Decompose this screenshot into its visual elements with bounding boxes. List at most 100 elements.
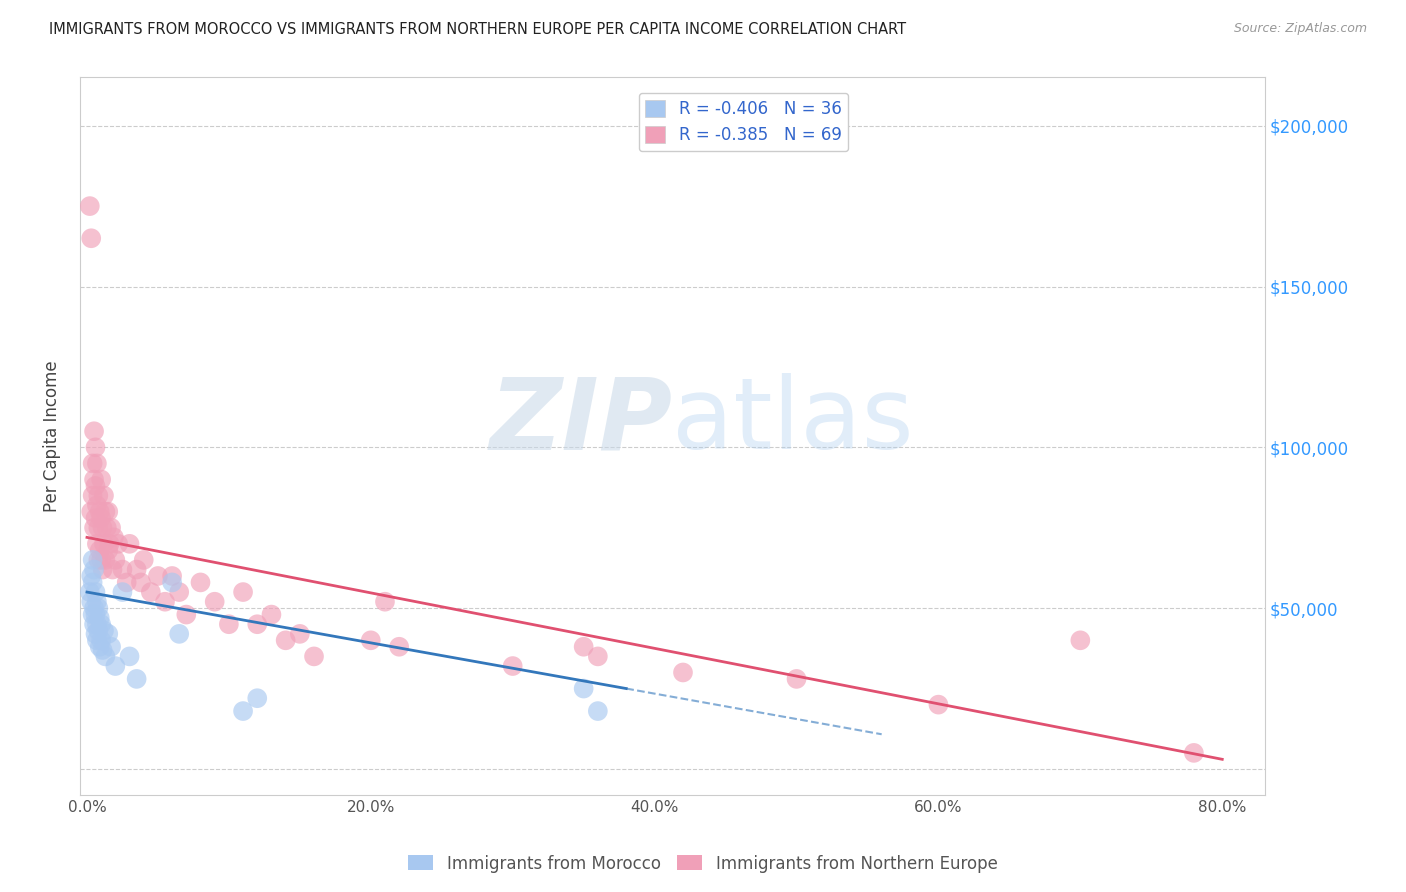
Point <box>176 607 198 622</box>
Point <box>125 672 148 686</box>
Point <box>111 563 134 577</box>
Text: ZIP: ZIP <box>489 373 672 470</box>
Point <box>82 607 104 622</box>
Point <box>87 553 110 567</box>
Point <box>218 617 240 632</box>
Point <box>83 424 105 438</box>
Point <box>80 569 103 583</box>
Point <box>118 537 141 551</box>
Text: IMMIGRANTS FROM MOROCCO VS IMMIGRANTS FROM NORTHERN EUROPE PER CAPITA INCOME COR: IMMIGRANTS FROM MOROCCO VS IMMIGRANTS FR… <box>49 22 907 37</box>
Point <box>84 627 107 641</box>
Point <box>103 530 125 544</box>
Point <box>132 553 155 567</box>
Point <box>360 633 382 648</box>
Point <box>93 624 115 638</box>
Point <box>83 473 105 487</box>
Legend: R = -0.406   N = 36, R = -0.385   N = 69: R = -0.406 N = 36, R = -0.385 N = 69 <box>638 93 848 151</box>
Text: atlas: atlas <box>672 373 914 470</box>
Point <box>86 633 108 648</box>
Point <box>107 537 129 551</box>
Y-axis label: Per Capita Income: Per Capita Income <box>44 360 60 512</box>
Point <box>232 704 254 718</box>
Point <box>97 543 120 558</box>
Point <box>927 698 949 712</box>
Point <box>101 563 124 577</box>
Text: Source: ZipAtlas.com: Source: ZipAtlas.com <box>1233 22 1367 36</box>
Point <box>82 489 104 503</box>
Point <box>80 231 103 245</box>
Point <box>79 199 101 213</box>
Point <box>274 633 297 648</box>
Point <box>167 627 190 641</box>
Point <box>94 553 117 567</box>
Point <box>89 543 111 558</box>
Point <box>232 585 254 599</box>
Point <box>86 537 108 551</box>
Point <box>93 489 115 503</box>
Point <box>91 643 114 657</box>
Point <box>91 521 114 535</box>
Point <box>80 595 103 609</box>
Point <box>129 575 152 590</box>
Legend: Immigrants from Morocco, Immigrants from Northern Europe: Immigrants from Morocco, Immigrants from… <box>402 848 1004 880</box>
Point <box>89 640 111 654</box>
Point <box>93 537 115 551</box>
Point <box>84 607 107 622</box>
Point <box>139 585 162 599</box>
Point <box>87 624 110 638</box>
Point <box>97 505 120 519</box>
Point <box>87 601 110 615</box>
Point <box>502 659 524 673</box>
Point <box>94 505 117 519</box>
Point <box>97 627 120 641</box>
Point <box>190 575 212 590</box>
Point <box>374 595 396 609</box>
Point <box>83 563 105 577</box>
Point <box>83 601 105 615</box>
Point <box>89 611 111 625</box>
Point <box>672 665 695 680</box>
Point <box>115 575 138 590</box>
Point <box>87 489 110 503</box>
Point <box>146 569 169 583</box>
Point <box>288 627 311 641</box>
Point <box>104 553 127 567</box>
Point <box>96 521 118 535</box>
Point <box>86 595 108 609</box>
Point <box>94 649 117 664</box>
Point <box>90 553 112 567</box>
Point <box>84 585 107 599</box>
Point <box>83 617 105 632</box>
Point <box>111 585 134 599</box>
Point <box>82 553 104 567</box>
Point <box>90 633 112 648</box>
Point <box>160 575 183 590</box>
Point <box>89 505 111 519</box>
Point <box>79 585 101 599</box>
Point <box>167 585 190 599</box>
Point <box>388 640 411 654</box>
Point <box>83 521 105 535</box>
Point <box>1182 746 1205 760</box>
Point <box>246 617 269 632</box>
Point <box>90 473 112 487</box>
Point <box>586 704 609 718</box>
Point <box>82 575 104 590</box>
Point <box>90 617 112 632</box>
Point <box>86 457 108 471</box>
Point <box>118 649 141 664</box>
Point <box>1069 633 1091 648</box>
Point <box>86 617 108 632</box>
Point <box>87 521 110 535</box>
Point <box>104 659 127 673</box>
Point <box>586 649 609 664</box>
Point <box>100 640 122 654</box>
Point <box>125 563 148 577</box>
Point <box>302 649 325 664</box>
Point <box>153 595 176 609</box>
Point <box>204 595 226 609</box>
Point <box>91 563 114 577</box>
Point <box>84 440 107 454</box>
Point <box>786 672 808 686</box>
Point <box>160 569 183 583</box>
